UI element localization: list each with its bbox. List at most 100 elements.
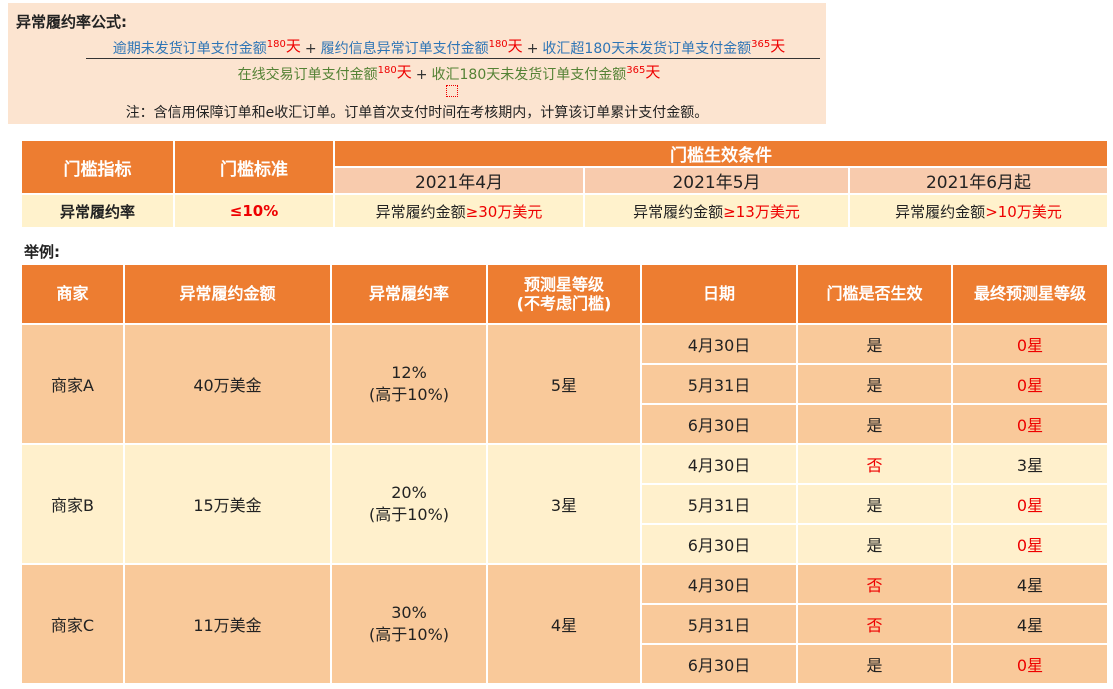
condition-label: 异常履约金额 (375, 202, 466, 221)
final-star: 0星 (951, 643, 1109, 685)
period-apr: 2021年4月 (333, 166, 585, 195)
header-effective: 门槛是否生效 (796, 263, 953, 325)
condition-value: ≥30万美元 (465, 202, 543, 221)
threshold-effective: 否 (796, 603, 953, 645)
header-rate: 异常履约率 (330, 263, 488, 325)
merchant-name: 商家B (20, 443, 125, 565)
date: 5月31日 (640, 603, 798, 645)
fraction-line (86, 58, 820, 59)
formula-numerator: 逾期未发货订单支付金额180天 + 履约信息异常订单支付金额180天 + 收汇超180天… (78, 35, 820, 58)
threshold-effective: 是 (796, 323, 953, 365)
term-unit: 天 (507, 37, 523, 55)
formula-title: 异常履约率公式: (16, 13, 127, 31)
table-row: 商家C 11万美金 30% (高于10%) 4星 4月30日否 4星 (20, 563, 1109, 685)
header-standard: 门槛标准 (173, 139, 335, 195)
term-sup: 180 (266, 39, 286, 50)
term-sup: 180 (377, 65, 397, 76)
term: 履约信息异常订单支付金额 (320, 41, 489, 57)
rate-value: 12% (391, 363, 427, 383)
predicted-star: 5星 (486, 323, 642, 445)
abnormal-rate: 12% (高于10%) (330, 323, 488, 445)
condition-label: 异常履约金额 (633, 202, 724, 221)
placeholder-marker (446, 85, 458, 97)
condition-may: 异常履约金额≥13万美元 (583, 193, 850, 229)
term: 在线交易订单支付金额 (237, 67, 378, 83)
term-sup: 180 (488, 39, 508, 50)
date: 6月30日 (640, 403, 798, 445)
abnormal-rate: 30% (高于10%) (330, 563, 488, 685)
threshold-table: 门槛指标 门槛标准 门槛生效条件 2021年4月 2021年5月 2021年6月… (20, 139, 1110, 229)
merchant-name: 商家A (20, 323, 125, 445)
predicted-star: 4星 (486, 563, 642, 685)
threshold-effective: 是 (796, 523, 953, 565)
threshold-effective: 否 (796, 563, 953, 605)
condition-value: ≥13万美元 (723, 202, 800, 221)
formula-box: 异常履约率公式: 逾期未发货订单支付金额180天 + 履约信息异常订单支付金额180… (8, 3, 826, 124)
date: 4月30日 (640, 323, 798, 365)
threshold-effective: 是 (796, 363, 953, 405)
term-unit: 天 (770, 37, 786, 55)
header-indicator: 门槛指标 (20, 139, 175, 195)
rate-value: 20% (391, 483, 427, 503)
table-row: 5月31日是 0星 (21, 363, 1109, 405)
term: 收汇180天未发货订单支付金额 (431, 67, 627, 83)
standard: ≤10% (173, 193, 335, 229)
term: 逾期未发货订单支付金额 (112, 41, 267, 57)
period-may: 2021年5月 (583, 166, 850, 195)
plus: + (526, 41, 539, 57)
condition-label: 异常履约金额 (895, 202, 986, 221)
formula-note: 注：含信用保障订单和e收汇订单。订单首次支付时间在考核期内，计算该订单累计支付金… (125, 105, 709, 121)
final-star: 0星 (951, 403, 1109, 445)
final-star: 4星 (951, 563, 1109, 605)
condition-jun: 异常履约金额>10万美元 (847, 193, 1110, 229)
final-star: 0星 (951, 363, 1109, 405)
table-row: 6月30日是 0星 (21, 523, 1109, 565)
abnormal-amount: 11万美金 (123, 563, 332, 685)
rate-value: 30% (391, 603, 427, 623)
date: 5月31日 (640, 363, 798, 405)
term-unit: 天 (396, 63, 412, 81)
date: 6月30日 (640, 523, 798, 565)
term-unit: 天 (285, 37, 301, 55)
rate-note: (高于10%) (368, 385, 450, 404)
period-jun: 2021年6月起 (847, 166, 1110, 195)
header-amount: 异常履约金额 (123, 263, 332, 325)
final-star: 3星 (951, 443, 1109, 485)
date: 4月30日 (640, 443, 798, 485)
rate-note: (高于10%) (368, 505, 450, 524)
table-row: 6月30日是 0星 (21, 643, 1109, 685)
term-unit: 天 (645, 63, 661, 81)
final-star: 0星 (951, 483, 1109, 525)
date: 6月30日 (640, 643, 798, 685)
header-star: 预测星等级 (不考虑门槛) (486, 263, 642, 325)
date: 5月31日 (640, 483, 798, 525)
threshold-effective: 是 (796, 483, 953, 525)
final-star: 0星 (951, 323, 1109, 365)
header-final: 最终预测星等级 (951, 263, 1109, 325)
date: 4月30日 (640, 563, 798, 605)
plus: + (304, 41, 317, 57)
formula-denominator: 在线交易订单支付金额180天 + 收汇180天未发货订单支付金额365天 (78, 61, 820, 84)
header-date: 日期 (640, 263, 798, 325)
indicator: 异常履约率 (20, 193, 175, 229)
example-table: 商家 异常履约金额 异常履约率 预测星等级 (不考虑门槛) 日期 门槛是否生效 最终预测星等… (20, 263, 1109, 685)
condition-value: >10万美元 (985, 202, 1062, 221)
threshold-effective: 是 (796, 643, 953, 685)
final-star: 4星 (951, 603, 1109, 645)
table-row: 商家A 40万美金 12% (高于10%) 5星 4月30日是 0星 (20, 323, 1109, 445)
table-row: 5月31日否 4星 (21, 603, 1109, 645)
term-sup: 365 (751, 39, 771, 50)
plus: + (415, 67, 428, 83)
abnormal-amount: 15万美金 (123, 443, 332, 565)
header-merchant: 商家 (20, 263, 125, 325)
term-sup: 365 (626, 65, 646, 76)
abnormal-rate: 20% (高于10%) (330, 443, 488, 565)
final-star: 0星 (951, 523, 1109, 565)
example-label: 举例: (24, 243, 60, 261)
condition-apr: 异常履约金额≥30万美元 (333, 193, 585, 229)
table-row: 商家B 15万美金 20% (高于10%) 3星 4月30日否 3星 (20, 443, 1109, 565)
term: 收汇超180天未发货订单支付金额 (542, 41, 752, 57)
table-row: 5月31日是 0星 (21, 483, 1109, 525)
predicted-star: 3星 (486, 443, 642, 565)
threshold-effective: 是 (796, 403, 953, 445)
